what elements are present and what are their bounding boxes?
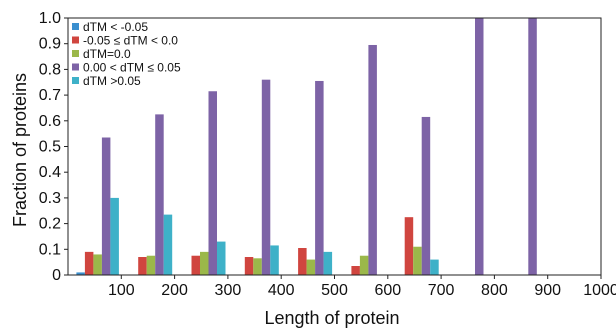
bar-5-7 [430,259,439,275]
x-tick-label: 800 [481,282,508,299]
bar-5-2 [163,214,173,275]
y-tick-label: 0.2 [39,216,61,233]
y-tick-label: 0.6 [39,113,61,130]
bar-5-4 [270,245,279,275]
bar-4-2 [155,114,164,276]
bar-2-5 [298,248,307,275]
bar-5-5 [323,251,333,275]
y-tick-label: 0.3 [39,190,61,207]
y-tick-label: 0 [52,267,61,284]
y-tick-label: 0.9 [39,36,61,53]
x-tick-label: 100 [108,282,135,299]
axes-layer: 0 0.1 0.2 0.3 0.4 0.5 0.6 0.7 0.8 0.9 1.0 100 200 300… [39,10,616,299]
y-tick-label: 0.7 [39,87,61,104]
legend-swatch [72,50,79,57]
x-tick-label: 300 [215,282,242,299]
y-tick-label: 0.5 [39,139,61,156]
x-tick-label: 200 [161,282,188,299]
bar-4-5 [315,80,324,275]
x-tick-label: 900 [534,282,561,299]
bar-4-1 [101,137,111,275]
y-axis-title: Fraction of proteins [10,73,30,227]
bar-3-7 [413,246,422,275]
legend-label: dTM=0.0 [83,47,131,61]
bar-5-3 [217,241,226,275]
bar-3-1 [93,254,102,275]
bar-2-2 [138,257,147,275]
legend-swatch [72,63,79,71]
bar-2-6 [351,266,360,275]
x-tick-label: 600 [374,282,401,299]
y-tick-label: 0.4 [39,164,61,181]
bar-3-2 [146,255,156,275]
bar-4-9 [528,18,537,275]
bar-4-7 [421,116,431,275]
y-tick-label: 1.0 [39,10,61,27]
y-tick-label: 0.1 [39,241,61,258]
x-axis-title: Length of protein [264,308,399,328]
x-tick-label: 1000 [583,282,616,299]
x-tick-label: 500 [321,282,348,299]
bar-4-8 [475,18,484,275]
legend-label: dTM >0.05 [83,74,141,88]
bar-2-3 [191,255,200,275]
bar-4-6 [368,44,377,276]
plot-frame [67,17,602,276]
bar-4-3 [208,91,217,275]
bar-3-6 [359,255,369,275]
bar-2-7 [404,217,414,275]
bar-3-5 [306,259,316,275]
legend-swatch [72,77,79,84]
bar-2-1 [84,251,94,275]
legend-label: -0.05 ≤ dTM < 0.0 [83,34,178,48]
bar-2-4 [244,257,254,275]
bar-3-4 [253,258,262,275]
bars-layer [76,18,537,276]
bar-5-1 [110,197,119,275]
legend-label: dTM < -0.05 [83,20,148,34]
bar-3-3 [200,251,209,275]
legend: dTM < -0.05-0.05 ≤ dTM < 0.0dTM=0.00.00 … [72,20,181,88]
x-tick-label: 400 [268,282,295,299]
x-tick-label: 700 [428,282,455,299]
y-tick-label: 0.8 [39,61,61,78]
legend-swatch [72,36,79,44]
bar-1-1 [76,272,85,275]
legend-label: 0.00 < dTM ≤ 0.05 [83,61,181,75]
legend-swatch [72,23,79,30]
bar-4-4 [261,79,271,276]
